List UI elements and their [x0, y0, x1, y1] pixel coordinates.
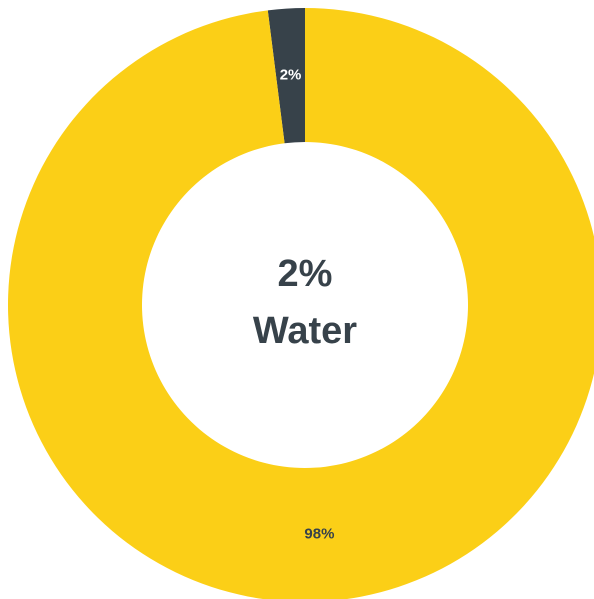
value-label: 2% — [280, 66, 302, 83]
donut-slice — [267, 8, 305, 144]
center-value: 2% — [278, 253, 333, 295]
donut-slice — [8, 8, 594, 599]
center-label: Water — [253, 310, 357, 352]
value-label: 98% — [304, 526, 334, 543]
